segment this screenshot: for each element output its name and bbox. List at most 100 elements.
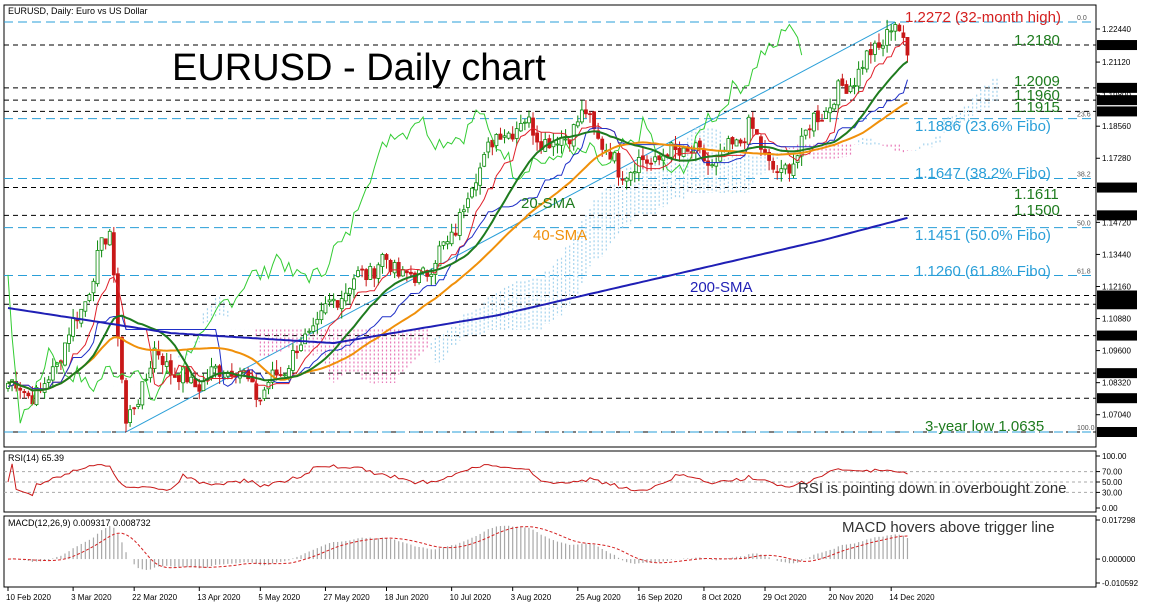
candle-body (816, 110, 820, 123)
price-tick-label-3: 1.18560 (1102, 122, 1131, 131)
x-label-0: 10 Feb 2020 (6, 593, 51, 602)
rsi-tick-label-3: 30.00 (1102, 488, 1123, 497)
candle-body (295, 350, 299, 354)
candle-body (734, 139, 739, 147)
candle-body (575, 121, 580, 127)
candle-body (83, 301, 88, 312)
candle-body (286, 368, 291, 378)
fib-pct-3: 50.0 (1077, 221, 1091, 228)
candle-body (400, 269, 405, 277)
fib-pct-5: 100.0 (1077, 425, 1095, 432)
candle-body (42, 383, 47, 393)
rsi-comment: RSI is pointing down in overbought zone (798, 480, 1067, 497)
candle-body (404, 270, 409, 274)
candle-body (79, 308, 84, 324)
candle-body (502, 135, 507, 138)
rsi-caption: RSI(14) 65.39 (8, 453, 64, 463)
candle-body (820, 119, 824, 122)
candle-body (482, 154, 487, 167)
price-badge-9 (1097, 368, 1137, 379)
candle-body (730, 137, 735, 145)
candle-body (767, 151, 771, 161)
candle-body (616, 152, 621, 178)
candle-body (185, 367, 189, 383)
candle-body (461, 209, 466, 213)
candle-body (352, 278, 356, 290)
candle-body (50, 366, 55, 381)
candle-body (274, 369, 279, 376)
fib-50-label: 1.1451 (50.0% Fibo) (915, 227, 1051, 244)
rsi-tick-label-2: 50.00 (1102, 478, 1123, 487)
x-label-14: 14 Dec 2020 (889, 593, 935, 602)
candle-body (441, 241, 446, 246)
candle-body (413, 272, 417, 283)
candle-body (63, 342, 67, 366)
price-badge-label-11: 1.06350 (1100, 428, 1129, 437)
candle-body (522, 121, 527, 124)
x-label-3: 13 Apr 2020 (197, 593, 241, 602)
x-label-10: 16 Sep 2020 (637, 593, 683, 602)
candle-body (799, 135, 804, 157)
candle-body (303, 333, 308, 345)
candle-body (803, 129, 808, 136)
price-tick-label-0: 1.22440 (1102, 25, 1131, 34)
main-panel (3, 4, 1097, 448)
candle-body (746, 116, 751, 145)
candle-body (396, 261, 401, 277)
candle-body (323, 303, 328, 314)
candle-body (152, 347, 157, 369)
candle-body (164, 361, 169, 367)
kijun-line (7, 79, 908, 390)
candle-body (315, 318, 320, 325)
macd-comment: MACD hovers above trigger line (842, 519, 1055, 536)
candle-body (457, 212, 462, 236)
candle-body (811, 112, 816, 132)
fib-23-6-label: 1.1886 (23.6% Fibo) (915, 118, 1051, 135)
candle-body (848, 85, 853, 93)
candle-body (453, 232, 458, 236)
candle-body (364, 269, 369, 281)
candle-body (836, 80, 841, 106)
candle-body (299, 344, 303, 351)
level-1-1915: 1.1915 (1014, 99, 1060, 116)
price-tick-label-5: 1.14720 (1102, 218, 1131, 227)
candle-body (563, 138, 568, 141)
x-label-13: 20 Nov 2020 (828, 593, 874, 602)
candle-body (698, 140, 702, 148)
candle-body (26, 392, 31, 397)
candle-body (372, 268, 377, 279)
candle-body (791, 163, 796, 177)
candle-body (738, 139, 743, 144)
price-badge-label-9: 1.08700 (1100, 369, 1129, 378)
sma200-line (7, 216, 908, 345)
candle-body (258, 399, 263, 402)
candle-body (445, 241, 450, 245)
macd-tick-label-2: -0.010592 (1102, 579, 1139, 588)
candle-body (905, 37, 910, 56)
macd-tick-label-1: 0.000000 (1102, 555, 1136, 564)
candle-body (22, 391, 27, 394)
fib-trend-line (125, 21, 896, 433)
candle-body (649, 162, 653, 165)
candle-body (641, 155, 645, 161)
candle-body (177, 374, 181, 383)
candle-body (87, 294, 92, 301)
x-label-2: 22 Mar 2020 (132, 593, 177, 602)
level-1-2009: 1.2009 (1014, 73, 1060, 90)
candle-body (669, 142, 674, 158)
price-tick-label-6: 1.13440 (1102, 250, 1131, 259)
price-tick-label-1: 1.21120 (1102, 58, 1131, 67)
fib-pct-1: 23.6 (1077, 112, 1091, 119)
candle-body (645, 159, 649, 164)
candle-body (466, 198, 470, 208)
price-badge-label-7: 1.11450 (1100, 300, 1129, 309)
tenkan-line (7, 40, 908, 390)
candle-body (250, 377, 255, 383)
x-label-7: 10 Jul 2020 (450, 593, 492, 602)
candle-body (140, 381, 145, 406)
candle-body (742, 141, 747, 144)
candle-body (787, 164, 792, 174)
symbol-caption: EURUSD, Daily: Euro vs US Dollar (8, 6, 148, 16)
candle-body (657, 155, 662, 161)
price-tick-label-7: 1.12160 (1102, 282, 1131, 291)
